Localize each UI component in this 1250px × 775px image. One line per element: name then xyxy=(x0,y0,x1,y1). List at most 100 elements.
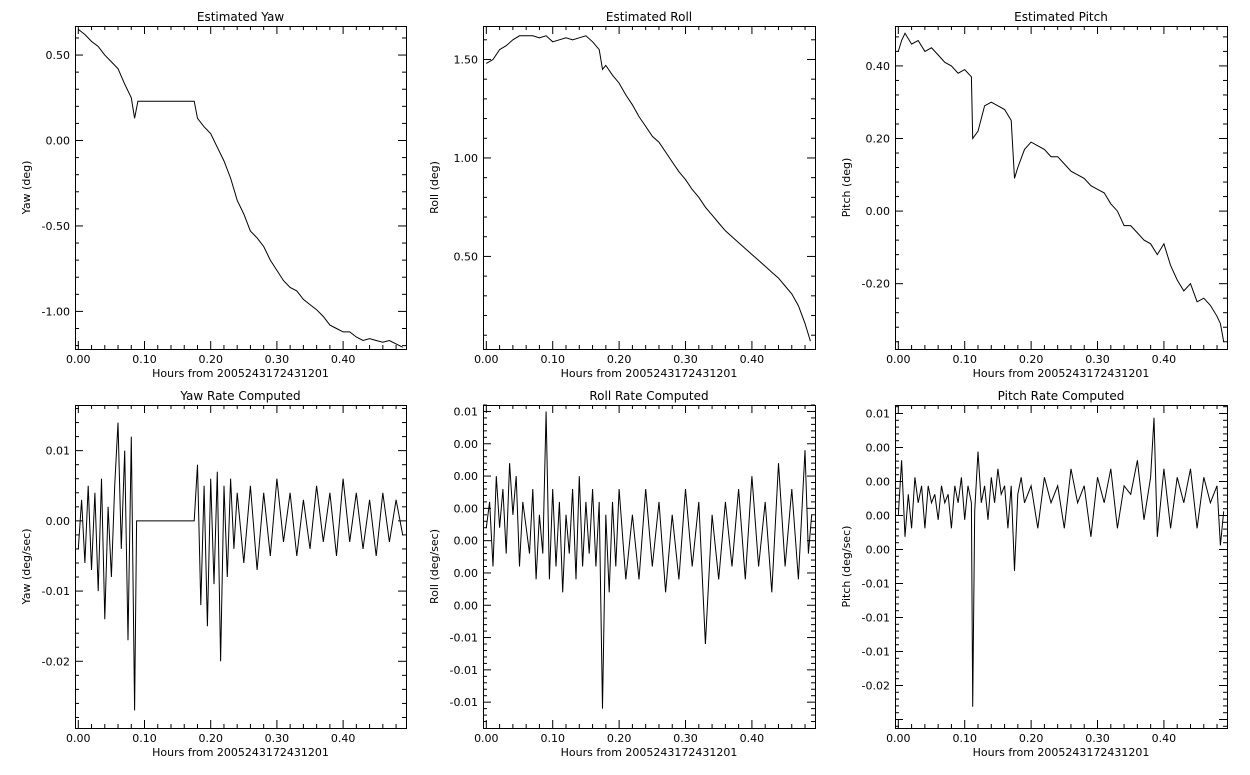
y-tick-label: 0.00 xyxy=(866,442,891,455)
plot-frame xyxy=(895,405,1228,729)
y-tick-label: 0.20 xyxy=(866,133,891,146)
y-tick-label: -0.02 xyxy=(42,655,70,668)
y-tick-label: 1.00 xyxy=(454,152,479,165)
x-tick-label: 0.20 xyxy=(198,732,223,745)
x-tick-label: 0.30 xyxy=(1085,353,1110,366)
x-tick-label: 0.40 xyxy=(1152,353,1177,366)
y-tick-label: 0.00 xyxy=(46,515,71,528)
y-tick-label: 0.00 xyxy=(866,205,891,218)
y-tick-label: -0.20 xyxy=(862,278,890,291)
x-tick-label: 0.20 xyxy=(1019,732,1044,745)
y-tick-label: 0.00 xyxy=(454,502,479,515)
x-tick-label: 0.00 xyxy=(886,353,911,366)
chart-title: Pitch Rate Computed xyxy=(998,389,1125,403)
plot-frame xyxy=(483,26,816,350)
chart-panel: 0.00 0.10 0.20 0.30 0.40 0.01 0.00 0.00 0.00 0.00… xyxy=(840,389,1228,759)
series-line xyxy=(897,32,1225,342)
x-tick-label: 0.20 xyxy=(607,732,632,745)
x-tick-label: 0.10 xyxy=(952,732,977,745)
y-tick-label: -0.01 xyxy=(450,696,478,709)
chart-panel: 0.00 0.10 0.20 0.30 0.40 1.50 1.00 0.50 Estimate… xyxy=(428,10,816,380)
x-tick-label: 0.30 xyxy=(673,732,698,745)
x-tick-label: 0.40 xyxy=(740,732,765,745)
series-line xyxy=(77,29,403,348)
series-line xyxy=(485,411,813,709)
chart-title: Estimated Roll xyxy=(606,10,692,24)
y-axis-title: Yaw (deg) xyxy=(20,161,33,216)
chart-panel: 0.00 0.10 0.20 0.30 0.40 0.01 0.00 -0.01 -0.02 Ya… xyxy=(20,389,407,759)
x-tick-label: 0.30 xyxy=(265,732,290,745)
y-tick-label: 0.00 xyxy=(454,567,479,580)
y-tick-label: 0.50 xyxy=(46,49,71,62)
y-tick-label: -0.01 xyxy=(42,585,70,598)
y-tick-label: 0.01 xyxy=(454,405,479,418)
chart-title: Roll Rate Computed xyxy=(589,389,708,403)
x-axis-title: Hours from 2005243172431201 xyxy=(152,367,329,380)
chart-title: Yaw Rate Computed xyxy=(179,389,300,403)
plot-frame xyxy=(75,26,407,350)
x-tick-label: 0.20 xyxy=(607,353,632,366)
x-tick-label: 0.20 xyxy=(198,353,223,366)
x-tick-label: 0.10 xyxy=(952,353,977,366)
x-tick-label: 0.00 xyxy=(66,732,91,745)
x-tick-label: 0.30 xyxy=(265,353,290,366)
x-tick-label: 0.40 xyxy=(1152,732,1177,745)
y-tick-label: -0.50 xyxy=(42,220,70,233)
x-tick-label: 0.30 xyxy=(1085,732,1110,745)
y-tick-label: 0.40 xyxy=(866,60,891,73)
x-axis-title: Hours from 2005243172431201 xyxy=(973,367,1150,380)
x-tick-label: 0.30 xyxy=(673,353,698,366)
x-tick-label: 0.40 xyxy=(740,353,765,366)
x-axis-title: Hours from 2005243172431201 xyxy=(152,746,329,759)
series-line xyxy=(77,422,404,711)
x-tick-label: 0.00 xyxy=(474,353,499,366)
y-axis-title: Pitch (deg/sec) xyxy=(840,526,853,608)
y-tick-label: 0.00 xyxy=(46,135,71,148)
y-tick-label: -0.02 xyxy=(862,680,890,693)
y-axis-title: Yaw (deg/sec) xyxy=(20,528,33,605)
x-tick-label: 0.40 xyxy=(331,353,356,366)
x-tick-label: 0.10 xyxy=(540,732,565,745)
y-tick-label: -0.01 xyxy=(862,646,890,659)
chart-title: Estimated Yaw xyxy=(197,10,284,24)
x-tick-label: 0.10 xyxy=(540,353,565,366)
series-line xyxy=(897,417,1225,707)
y-tick-label: 0.01 xyxy=(46,445,71,458)
y-tick-label: 0.00 xyxy=(866,476,891,489)
y-tick-label: -0.01 xyxy=(862,612,890,625)
x-tick-label: 0.00 xyxy=(886,732,911,745)
y-tick-label: 0.01 xyxy=(866,408,891,421)
chart-panel: 0.00 0.10 0.20 0.30 0.40 0.01 0.00 0.00 0.00 0.00… xyxy=(428,389,816,759)
y-tick-label: 0.00 xyxy=(454,438,479,451)
y-tick-label: 1.50 xyxy=(454,53,479,66)
plot-frame xyxy=(895,26,1228,350)
x-axis-title: Hours from 2005243172431201 xyxy=(973,746,1150,759)
x-tick-label: 0.00 xyxy=(474,732,499,745)
y-tick-label: -0.01 xyxy=(450,632,478,645)
y-axis-title: Pitch (deg) xyxy=(840,158,853,218)
x-tick-label: 0.20 xyxy=(1019,353,1044,366)
y-tick-label: 0.00 xyxy=(866,510,891,523)
x-tick-label: 0.00 xyxy=(66,353,91,366)
x-tick-label: 0.10 xyxy=(132,353,157,366)
y-tick-label: 0.50 xyxy=(454,250,479,263)
y-axis-title: Roll (deg) xyxy=(428,161,441,214)
x-tick-label: 0.10 xyxy=(132,732,157,745)
y-tick-label: 0.00 xyxy=(454,535,479,548)
plot-frame xyxy=(483,405,816,729)
y-tick-label: 0.00 xyxy=(454,599,479,612)
plot-frame xyxy=(75,405,407,729)
chart-panel: 0.00 0.10 0.20 0.30 0.40 0.50 0.00 -0.50 -1.00 Es… xyxy=(20,10,407,380)
chart-title: Estimated Pitch xyxy=(1014,10,1108,24)
y-axis-title: Roll (deg/sec) xyxy=(428,529,441,604)
y-tick-label: 0.00 xyxy=(866,544,891,557)
series-line xyxy=(486,35,811,342)
y-tick-label: -0.01 xyxy=(862,578,890,591)
y-tick-label: 0.00 xyxy=(454,470,479,483)
x-tick-label: 0.40 xyxy=(331,732,356,745)
y-tick-label: -1.00 xyxy=(42,305,70,318)
x-axis-title: Hours from 2005243172431201 xyxy=(561,746,738,759)
y-tick-label: -0.01 xyxy=(450,664,478,677)
chart-panel: 0.00 0.10 0.20 0.30 0.40 0.40 0.20 0.00 -0.20 Est… xyxy=(840,10,1228,380)
